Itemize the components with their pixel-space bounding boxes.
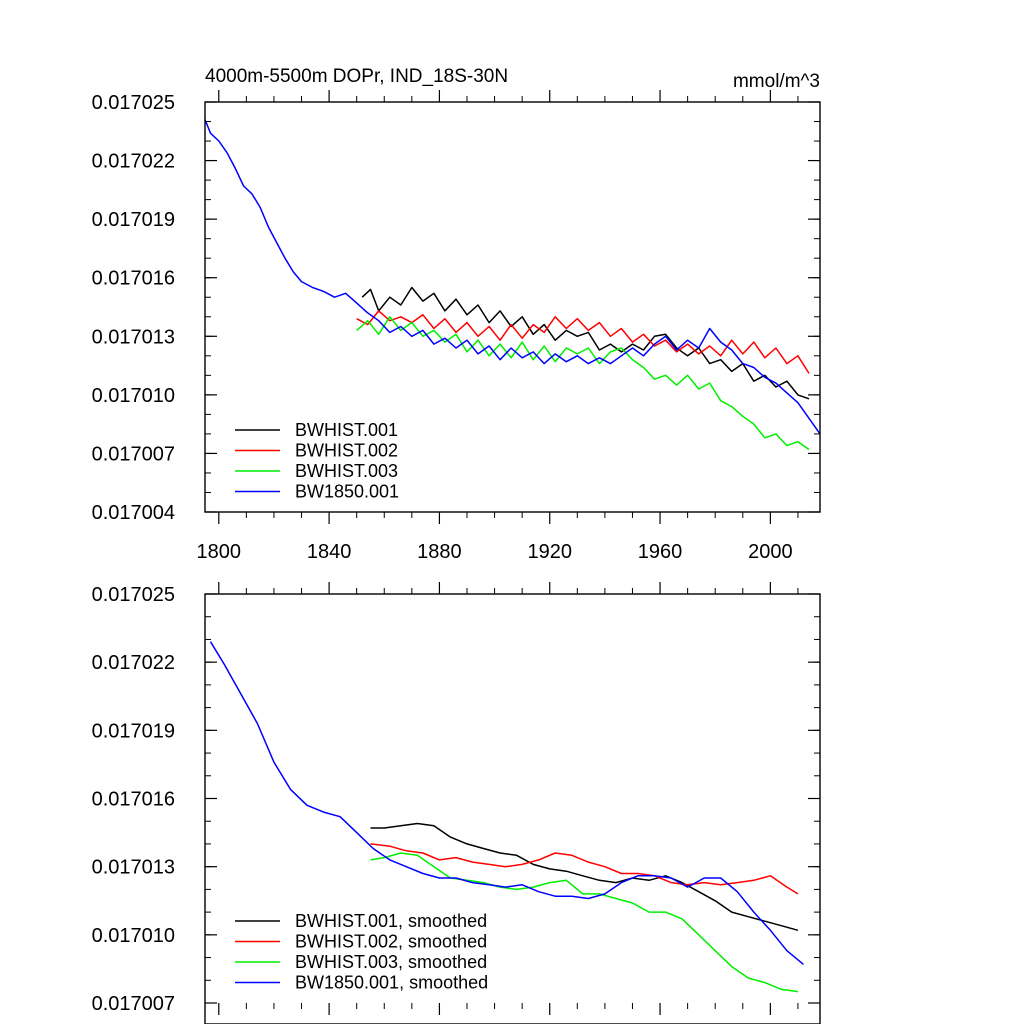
x-tick-label: 1880 — [417, 541, 462, 563]
y-tick-label: 0.017019 — [92, 720, 175, 742]
legend-label: BW1850.001, smoothed — [295, 973, 488, 993]
legend-label: BWHIST.003, smoothed — [295, 952, 487, 972]
legend-label: BWHIST.002, smoothed — [295, 932, 487, 952]
y-tick-label: 0.017007 — [92, 443, 175, 465]
series-line-bwhist-002 — [356, 310, 810, 374]
series-line-bwhist-001-smoothed — [370, 822, 799, 932]
top-plot-frame — [204, 101, 821, 513]
y-tick-label: 0.017016 — [92, 789, 175, 811]
top-panel: 4000m-5500m DOPr, IND_18S-30N mmol/m^3 0… — [92, 66, 821, 563]
y-tick-label: 0.017022 — [92, 151, 175, 173]
bottom-plot-series — [209, 641, 804, 993]
legend-label: BWHIST.003 — [295, 461, 398, 481]
x-tick-label: 1960 — [638, 541, 683, 563]
y-tick-label: 0.017022 — [92, 652, 175, 674]
y-tick-label: 0.017019 — [92, 209, 175, 231]
series-line-bw1850-001 — [204, 119, 821, 435]
y-tick-label: 0.017004 — [92, 502, 175, 524]
legend-label: BWHIST.001 — [295, 420, 398, 440]
y-tick-label: 0.017016 — [92, 268, 175, 290]
top-plot-series — [204, 119, 821, 451]
x-tick-label: 2000 — [748, 541, 793, 563]
x-tick-label: 1920 — [527, 541, 572, 563]
series-line-bw1850-001-smoothed — [209, 641, 804, 965]
y-tick-label: 0.017007 — [92, 993, 175, 1015]
series-line-bwhist-003 — [356, 316, 810, 451]
x-tick-label: 1800 — [197, 541, 242, 563]
legend-label: BWHIST.001, smoothed — [295, 911, 487, 931]
top-panel-units: mmol/m^3 — [733, 71, 820, 92]
legend-label: BW1850.001 — [295, 482, 399, 502]
x-tick-label: 1840 — [307, 541, 352, 563]
top-axis-ticks: 0.017004 0.017007 0.017010 0.017013 0.017016… — [92, 90, 820, 563]
series-line-bwhist-001 — [361, 286, 810, 400]
series-line-bwhist-002-smoothed — [370, 843, 799, 895]
legend-label: BWHIST.002 — [295, 441, 398, 461]
bottom-axis-ticks: 0.017007 0.017010 0.017013 0.017016 0.017019… — [92, 582, 820, 1015]
series-line-bwhist-003-smoothed — [370, 852, 798, 993]
y-tick-label: 0.017013 — [92, 326, 175, 348]
y-tick-label: 0.017010 — [92, 385, 175, 407]
top-panel-title: 4000m-5500m DOPr, IND_18S-30N — [205, 66, 508, 87]
y-tick-label: 0.017013 — [92, 857, 175, 879]
bottom-panel: 0.017007 0.017010 0.017013 0.017016 0.017019… — [92, 582, 821, 1024]
y-tick-label: 0.017010 — [92, 925, 175, 947]
y-tick-label: 0.017025 — [92, 584, 175, 606]
y-tick-label: 0.017025 — [92, 92, 175, 114]
bottom-plot-frame — [204, 593, 821, 1024]
